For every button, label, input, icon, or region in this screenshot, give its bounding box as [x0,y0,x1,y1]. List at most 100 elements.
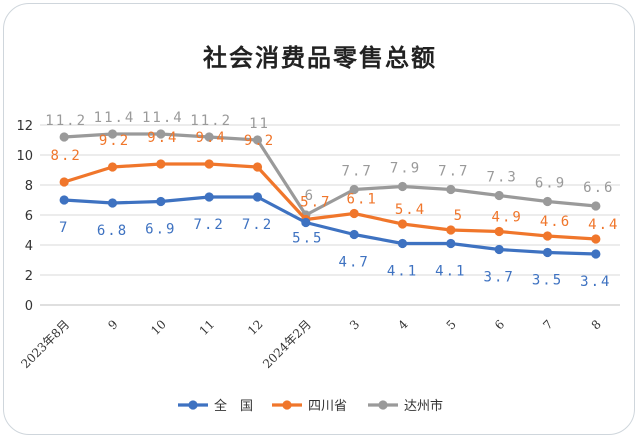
data-point [397,181,408,192]
data-point [446,225,456,235]
x-tick-label: 2023年8月 [18,317,72,371]
data-point [494,190,504,201]
data-point [204,192,214,202]
data-point [397,219,408,229]
data-point [301,217,311,228]
data-point [252,135,263,145]
data-point [107,129,118,139]
data-point [107,162,118,172]
data-point [156,196,166,207]
data-point [59,132,69,142]
data-point [446,238,456,249]
data-label: 11.4 [94,110,136,126]
data-point [591,201,601,211]
series-line [63,162,596,241]
data-point [397,238,408,249]
y-tick-label: 4 [25,239,33,254]
y-tick-label: 0 [25,299,33,314]
legend-marker [378,400,388,410]
data-label: 9.2 [99,133,130,149]
data-label: 4.1 [387,264,418,280]
data-label: 5 [454,208,464,224]
data-point [349,229,359,240]
data-label: 3.5 [532,273,563,289]
data-label: 4.1 [435,264,466,280]
data-point [591,249,601,259]
data-label: 3.7 [484,270,515,286]
y-tick-label: 12 [16,119,33,134]
data-label: 11.2 [45,113,87,129]
data-label: 4.7 [339,255,370,271]
data-point [204,132,214,142]
y-tick-label: 10 [16,149,33,164]
data-point [107,198,118,208]
data-label: 4.9 [492,210,523,226]
data-label: 4.6 [540,214,571,230]
data-label: 6.1 [347,192,378,208]
data-point [446,184,456,195]
y-tick-label: 8 [25,179,33,194]
data-label: 6.8 [97,223,128,239]
data-label: 7.7 [438,164,469,180]
data-label: 8.2 [51,148,82,164]
legend-marker [282,400,292,410]
x-tick-label: 3 [347,317,362,332]
data-point [349,184,359,195]
data-point [156,159,166,169]
data-label: 7.3 [487,170,518,186]
data-label: 11 [249,116,270,132]
x-tick-label: 2024年2月 [260,317,314,371]
data-label: 4.4 [588,217,619,233]
data-label: 7.2 [242,217,273,233]
data-point [59,177,69,187]
x-tick-label: 12 [245,317,266,338]
legend-label: 全 国 [214,398,253,414]
y-tick-label: 6 [25,209,33,224]
data-label: 7 [59,220,69,236]
x-tick-label: 7 [540,317,555,332]
x-tick-label: 9 [105,317,120,332]
series-line [64,132,596,217]
data-point [494,244,504,255]
x-tick-label: 6 [492,317,507,332]
x-tick-label: 8 [589,317,604,332]
data-point [494,226,504,237]
x-tick-label: 10 [148,317,169,338]
data-label: 3.4 [580,274,611,290]
y-tick-label: 2 [25,269,33,284]
data-label: 5.7 [300,195,331,211]
data-label: 7.2 [194,217,225,233]
data-point [591,234,601,244]
data-point [252,192,263,202]
data-label: 5.5 [292,231,323,247]
data-label: 7.9 [390,161,421,177]
data-label: 9.2 [244,133,275,149]
series-line [64,195,596,256]
x-tick-label: 11 [197,317,218,338]
data-label: 5.4 [395,202,426,218]
data-point [542,196,553,207]
data-label: 6.9 [145,222,176,238]
legend-label: 达州市 [404,398,443,414]
legend-marker [188,400,198,410]
data-label: 11.2 [190,113,232,129]
data-point [204,159,214,169]
chart-title: 社会消费品零售总额 [203,44,437,72]
x-tick-label: 5 [444,317,459,332]
data-point [252,162,263,172]
data-point [349,208,359,219]
data-label: 6.9 [535,176,566,192]
data-label: 6.6 [583,180,614,196]
data-label: 7.7 [342,164,373,180]
data-label: 11.4 [142,110,184,126]
x-tick-label: 4 [395,317,411,333]
data-label: 9.4 [147,130,178,146]
legend-label: 四川省 [308,399,347,414]
data-point [59,195,69,205]
data-point [156,129,166,139]
data-label: 9.4 [196,130,227,146]
data-point [542,247,553,258]
data-point [542,231,553,241]
data-label: 6 [305,188,315,204]
